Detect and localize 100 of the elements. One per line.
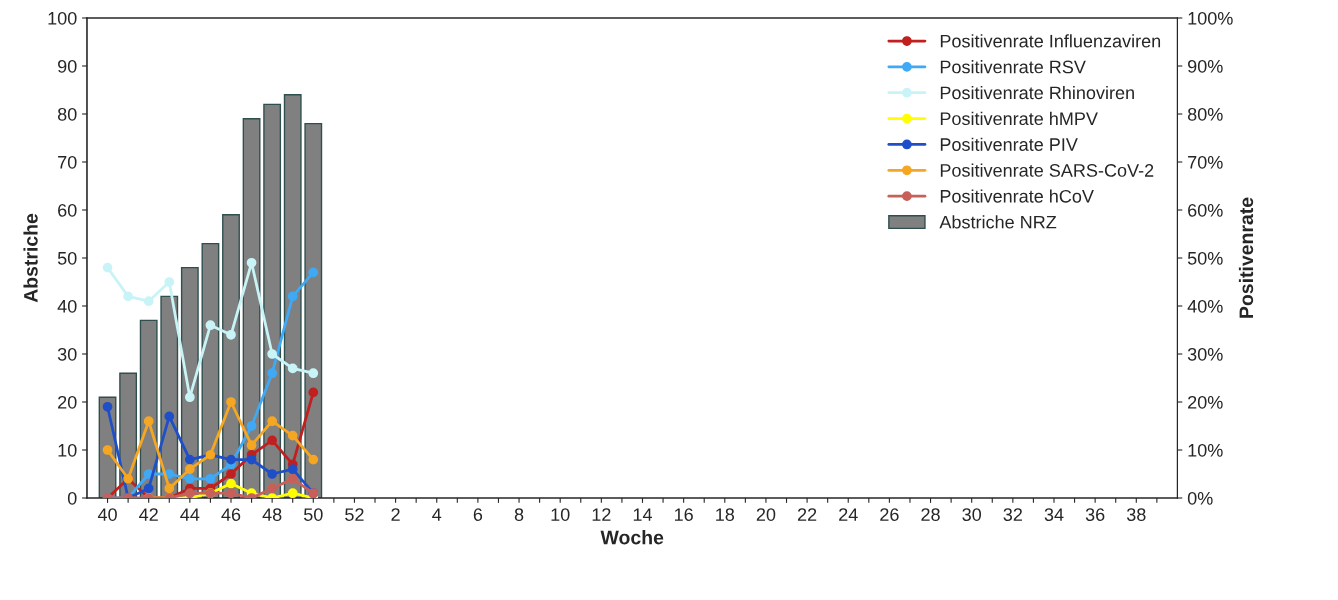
y-tick-label: 60: [58, 203, 77, 217]
point: [164, 411, 175, 422]
x-tick-label: 22: [797, 508, 817, 521]
point: [287, 488, 298, 498]
y2-tick-label: 10%: [1188, 443, 1223, 457]
point: [184, 464, 195, 475]
x-tick-label: 36: [1085, 508, 1105, 521]
legend-label: Positivenrate RSV: [940, 60, 1086, 74]
legend-label: Positivenrate PIV: [940, 137, 1078, 151]
y-tick-label: 100: [48, 11, 77, 25]
point: [184, 454, 195, 465]
point: [308, 267, 319, 278]
x-tick-label: 30: [962, 508, 982, 521]
point: [226, 454, 236, 465]
y2-tick-label: 20%: [1188, 395, 1223, 409]
point: [246, 257, 257, 268]
y2-tick-label: 70%: [1188, 155, 1223, 169]
point: [102, 401, 113, 412]
x-tick-label: 32: [1003, 508, 1022, 521]
x-tick-label: 26: [880, 508, 899, 521]
x-tick-label: 48: [262, 508, 282, 521]
y-tick-label: 0: [67, 491, 77, 505]
point: [226, 488, 236, 498]
point: [308, 454, 319, 465]
legend-label: Abstriche NRZ: [939, 215, 1057, 229]
x-tick-label: 8: [514, 508, 524, 521]
point: [267, 416, 278, 427]
x-tick-label: 42: [139, 508, 158, 521]
x-tick-label: 4: [432, 508, 442, 521]
y2-axis-title: Positivenrate: [1238, 197, 1254, 318]
x-tick-label: 40: [97, 508, 117, 521]
point: [246, 454, 257, 465]
bar: [304, 122, 323, 498]
y2-tick-label: 80%: [1187, 107, 1223, 121]
x-tick-label: 12: [592, 508, 611, 521]
point: [287, 291, 298, 302]
x-tick-label: 52: [345, 508, 364, 521]
point: [164, 483, 175, 494]
legend-label: Positivenrate SARS-CoV-2: [940, 163, 1154, 177]
x-tick-label: 2: [391, 508, 400, 521]
x-tick-label: 28: [921, 508, 940, 521]
x-tick-label: 44: [180, 508, 200, 521]
x-tick-label: 6: [473, 508, 483, 521]
legend-label: Positivenrate Influenzaviren: [940, 34, 1161, 48]
y-tick-label: 50: [57, 251, 77, 265]
point: [184, 473, 195, 484]
y2-tick-label: 0%: [1187, 491, 1213, 505]
point: [226, 469, 236, 479]
y2-tick-label: 90%: [1188, 59, 1223, 73]
y-tick-label: 70: [58, 155, 77, 169]
y-tick-label: 90: [58, 59, 77, 73]
x-tick-label: 10: [551, 508, 570, 521]
point: [102, 262, 113, 273]
point: [287, 430, 298, 441]
x-tick-label: 34: [1044, 508, 1064, 521]
legend-label: Positivenrate Rhinoviren: [940, 85, 1134, 100]
y2-tick-label: 30%: [1187, 347, 1223, 361]
point: [143, 296, 154, 307]
point: [267, 349, 278, 359]
point: [205, 473, 216, 484]
x-axis-title: Woche: [600, 530, 664, 545]
legend-label: Positivenrate hMPV: [940, 111, 1098, 126]
point: [308, 368, 319, 379]
point: [102, 445, 113, 455]
x-tick-label: 46: [221, 508, 241, 521]
point: [226, 397, 236, 407]
y2-tick-label: 40%: [1187, 299, 1223, 313]
point: [308, 387, 319, 398]
y2-tick-label: 100%: [1188, 11, 1233, 25]
point: [164, 277, 175, 287]
point: [226, 329, 236, 340]
point: [123, 291, 133, 302]
y-tick-label: 30: [57, 347, 77, 361]
point: [287, 464, 298, 475]
point: [226, 478, 236, 489]
point: [143, 483, 154, 494]
x-tick-label: 50: [303, 508, 323, 521]
point: [267, 435, 278, 446]
point: [205, 320, 216, 331]
point: [143, 416, 154, 427]
x-tick-label: 14: [633, 508, 653, 521]
y-tick-label: 40: [57, 299, 77, 313]
point: [184, 488, 195, 498]
x-tick-label: 24: [839, 508, 858, 521]
y2-tick-label: 50%: [1187, 251, 1223, 265]
x-tick-label: 18: [716, 508, 735, 521]
point: [267, 483, 278, 494]
legend-label: Positivenrate hCoV: [940, 189, 1094, 203]
point: [246, 440, 257, 451]
y2-tick-label: 60%: [1188, 203, 1223, 217]
x-tick-label: 38: [1126, 508, 1146, 521]
x-tick-label: 20: [756, 508, 776, 521]
point: [267, 368, 278, 379]
x-tick-label: 16: [674, 508, 693, 521]
y-tick-label: 10: [58, 443, 77, 457]
point: [246, 421, 257, 431]
point: [287, 473, 298, 484]
point: [287, 363, 298, 374]
y-axis-title: Abstriche: [23, 213, 38, 303]
y-tick-label: 80: [57, 107, 77, 121]
